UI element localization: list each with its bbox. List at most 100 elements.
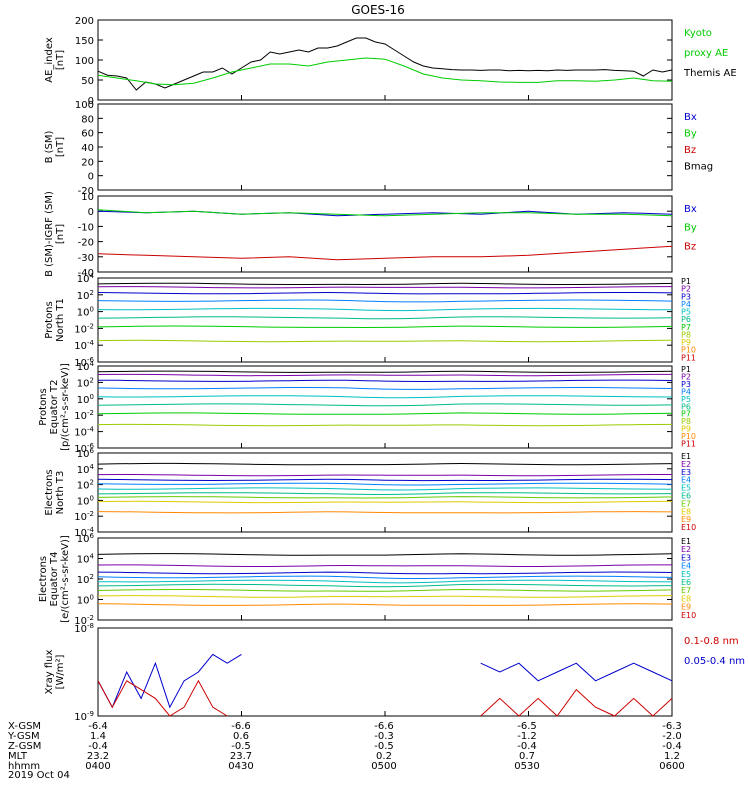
legend-channel: P6	[681, 315, 691, 324]
y-tick-label: 10-4	[74, 426, 94, 439]
legend-channel: P2	[681, 373, 691, 382]
legend-entry: Bx	[684, 204, 697, 215]
y-tick-label: 0	[88, 172, 94, 183]
legend-channel: E1	[681, 452, 691, 461]
y-tick-label: 100	[75, 100, 94, 111]
footer-date: 2019 Oct 04	[8, 770, 70, 781]
y-tick-label: 100	[77, 393, 94, 406]
y-tick-label: 0	[88, 96, 94, 107]
legend-channel: E7	[681, 499, 691, 508]
y-tick-label: 102	[77, 573, 94, 586]
y-tick-label: 10-4	[74, 526, 94, 539]
footer-value: 23.2	[87, 751, 109, 762]
footer-value: -0.5	[374, 741, 394, 752]
y-tick-label: 20	[81, 157, 94, 168]
footer-value: 1.2	[664, 751, 680, 762]
legend-channel: P4	[681, 387, 691, 396]
legend-entry: 0.1-0.8 nm	[684, 636, 739, 647]
footer-value: 0.6	[233, 731, 249, 742]
footer-value: 0.2	[376, 751, 392, 762]
y-tick-label: 10-2	[74, 322, 94, 335]
legend-channel: E4	[681, 562, 691, 571]
y-tick-label: 100	[75, 56, 94, 67]
channel-line-p5	[97, 395, 673, 399]
y-tick-label: 10-2	[74, 614, 94, 627]
channel-line-p8	[97, 423, 673, 427]
y-axis-label: ElectronsEquator T4[e/(cm²-s-sr-keV)]	[38, 535, 71, 623]
chart-title: GOES-16	[351, 3, 405, 17]
footer-value: -2.0	[662, 731, 682, 742]
series-line-0-1-0-8-nm	[480, 688, 673, 717]
channel-line-p2	[97, 373, 672, 377]
footer-value: -6.6	[374, 721, 394, 732]
y-axis-label: B (SM)[nT]	[44, 130, 66, 163]
channel-line-e1	[97, 462, 673, 466]
legend-channel: P7	[681, 410, 691, 419]
footer-row-label: X-GSM	[8, 721, 41, 732]
footer-value: 0400	[85, 761, 110, 772]
y-tick-label: -10	[78, 222, 94, 233]
footer-value: 0430	[228, 761, 253, 772]
y-tick-label: 0	[88, 207, 94, 218]
channel-line-p1	[97, 370, 673, 373]
channel-line-e9	[97, 603, 673, 606]
series-line-0-05-0-4-nm	[480, 662, 673, 682]
footer-value: -6.3	[662, 721, 682, 732]
legend-channel: P8	[681, 417, 691, 426]
footer-row-label: Y-GSM	[7, 731, 40, 742]
y-tick-label: 10-4	[74, 339, 94, 352]
legend-channel: P9	[681, 338, 691, 347]
channel-line-p4	[97, 299, 673, 303]
legend-channel: E5	[681, 484, 691, 493]
y-tick-label: 100	[77, 594, 94, 607]
legend-channel: P10	[681, 346, 696, 355]
legend-channel: E5	[681, 570, 691, 579]
legend-channel: P5	[681, 395, 691, 404]
channel-line-p3	[97, 291, 673, 295]
legend-channel: E10	[681, 611, 696, 620]
panel-pe: ProtonsEquator T2[p/(cm²-s-sr-keV)] 104 10…	[38, 360, 696, 455]
footer-value: -0.4	[88, 741, 108, 752]
channel-line-e5	[97, 579, 673, 584]
y-tick-label: 60	[81, 129, 94, 140]
y-tick-label: 10-9	[74, 710, 94, 723]
y-tick-label: -20	[78, 238, 94, 249]
legend-entry: By	[684, 223, 697, 234]
y-tick-label: 104	[77, 553, 95, 566]
y-axis-label: AE_index[nT]	[44, 37, 66, 83]
y-axis-label: ElectronsNorth T3	[44, 469, 66, 515]
legend-channel: P8	[681, 331, 691, 340]
channel-line-e6	[97, 492, 673, 496]
channel-line-e7	[97, 588, 673, 592]
channel-line-p8	[97, 339, 673, 343]
y-tick-label: 10-2	[74, 409, 94, 422]
channel-line-e3	[97, 571, 673, 575]
y-tick-label: 102	[77, 479, 94, 492]
channel-line-p7	[97, 325, 673, 329]
y-tick-label: -20	[78, 186, 94, 197]
panel-bigrf: B (SM)-IGRF (SM)[nT] 10 0 -10 -20 -30 -40 Bx By B…	[44, 191, 697, 279]
channel-line-e4	[97, 482, 673, 486]
y-tick-label: -30	[78, 253, 94, 264]
y-tick-label: 106	[77, 532, 95, 545]
y-tick-label: 10-2	[74, 510, 94, 523]
y-tick-label: 10	[81, 192, 94, 203]
legend-channel: P3	[681, 292, 691, 301]
channel-line-e8	[97, 500, 672, 504]
legend-channel: P6	[681, 402, 691, 411]
series-line-kyoto-proxy-ae	[97, 57, 673, 86]
panel-ae: AE_index[nT] 200 150 100 50 0 Kyoto proxy AE The…	[44, 16, 737, 107]
footer-row-label: MLT	[8, 751, 28, 762]
y-tick-label: 50	[81, 76, 94, 87]
y-tick-label: 10-6	[74, 356, 94, 369]
legend-channel: E8	[681, 594, 691, 603]
panel-frame	[97, 365, 673, 449]
channel-line-p6	[97, 316, 673, 320]
y-tick-label: 102	[77, 289, 94, 302]
channel-line-e5	[97, 487, 673, 491]
legend-channel: P11	[681, 353, 696, 362]
channel-line-e4	[97, 575, 673, 579]
panel-pn: ProtonsNorth T1 104 102 100 10-2 10-4 10-6 P1P2…	[44, 272, 696, 369]
footer-value: -0.4	[517, 741, 537, 752]
